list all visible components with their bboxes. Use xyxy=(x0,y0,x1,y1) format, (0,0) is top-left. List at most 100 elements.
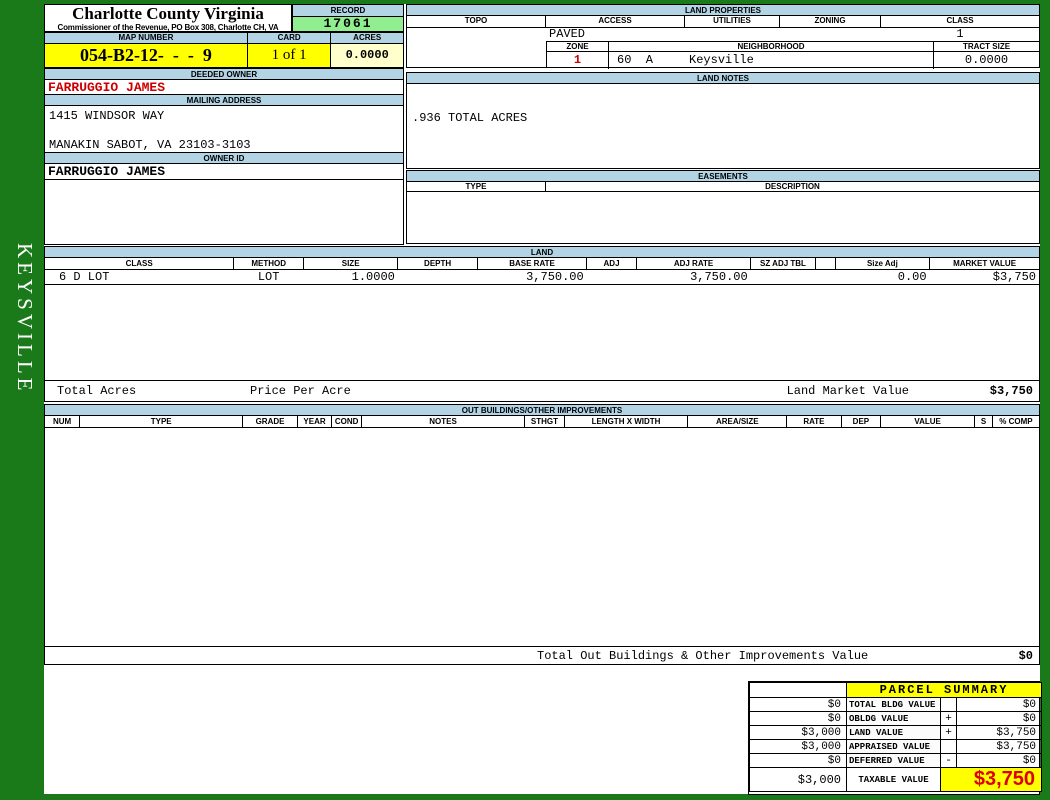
row-value: $3,750 xyxy=(955,725,1043,740)
col-s: S xyxy=(974,416,993,428)
taxable-value-label: TAXABLE VALUE xyxy=(846,767,941,792)
land-sz-adj-tbl xyxy=(750,269,816,285)
map-number-label: MAP NUMBER xyxy=(45,33,248,43)
out-buildings-header: NUM TYPE GRADE YEAR COND NOTES STHGT LEN… xyxy=(45,416,1039,428)
row-operator: + xyxy=(940,711,957,726)
tract-size-value: 0.0000 xyxy=(964,53,1009,67)
zone-values: 1 60 A Keysville 0.0000 xyxy=(547,52,1039,69)
land-class: 6 D LOT xyxy=(45,269,234,285)
prior-value: $0 xyxy=(749,753,847,768)
land-market-value-total: $3,750 xyxy=(989,384,1033,398)
col-cond: COND xyxy=(331,416,362,428)
land-adj-rate: 3,750.00 xyxy=(636,269,751,285)
record-value: 17061 xyxy=(293,17,403,31)
acres-value: 0.0000 xyxy=(331,44,403,67)
summary-row-taxable: $3,000 TAXABLE VALUE $3,750 xyxy=(749,767,1043,792)
col-adj-rate: ADJ RATE xyxy=(635,258,752,270)
taxable-value-amount: $3,750 xyxy=(939,767,1043,792)
prior-value: $3,000 xyxy=(749,767,847,792)
land-section-title: LAND xyxy=(45,247,1039,258)
row-label: LAND VALUE xyxy=(846,725,941,740)
land-properties-values: PAVED 1 xyxy=(407,28,1039,41)
land-section: LAND CLASS METHOD SIZE DEPTH BASE RATE A… xyxy=(44,246,1040,402)
col-length-width: LENGTH X WIDTH xyxy=(563,416,689,428)
row-label: APPRAISED VALUE xyxy=(846,739,941,754)
col-class: CLASS xyxy=(45,258,235,270)
land-notes-panel: LAND NOTES .936 TOTAL ACRES xyxy=(406,72,1040,169)
land-table: CLASS METHOD SIZE DEPTH BASE RATE ADJ AD… xyxy=(45,258,1039,285)
card-label: CARD xyxy=(248,33,332,43)
zone-columns: ZONE NEIGHBORHOOD TRACT SIZE xyxy=(547,42,1039,52)
map-number-header-row: MAP NUMBER CARD ACRES xyxy=(44,32,404,44)
row-operator xyxy=(940,697,957,712)
map-number-value: 054-B2-12- - - 9 xyxy=(45,44,248,67)
neighborhood-label: NEIGHBORHOOD xyxy=(609,42,934,52)
row-value: $3,750 xyxy=(955,739,1043,754)
summary-blank-cell xyxy=(749,682,847,698)
land-properties-panel: LAND PROPERTIES TOPO ACCESS UTILITIES ZO… xyxy=(406,4,1040,69)
col-dep: DEP xyxy=(840,416,882,428)
address-line-1: 1415 WINDSOR WAY xyxy=(49,109,165,123)
summary-row-obldg: $0 OBLDG VALUE + $0 xyxy=(749,711,1043,726)
price-per-acre-label: Price Per Acre xyxy=(250,384,351,398)
col-easement-type: TYPE xyxy=(407,182,546,192)
row-label: TOTAL BLDG VALUE xyxy=(846,697,941,712)
tract-size-label: TRACT SIZE xyxy=(962,42,1011,51)
out-buildings-table: NUM TYPE GRADE YEAR COND NOTES STHGT LEN… xyxy=(45,416,1039,428)
row-label: OBLDG VALUE xyxy=(846,711,941,726)
card-value: 1 of 1 xyxy=(247,44,332,67)
acres-label: ACRES xyxy=(353,33,382,42)
summary-row-land: $3,000 LAND VALUE + $3,750 xyxy=(749,725,1043,740)
row-operator: + xyxy=(940,725,957,740)
parcel-summary-title: PARCEL SUMMARY xyxy=(845,682,1043,698)
land-table-row: 6 D LOT LOT 1.0000 3,750.00 3,750.00 0.0… xyxy=(45,269,1039,285)
row-operator xyxy=(940,739,957,754)
zone-label: ZONE xyxy=(547,42,609,52)
owner-id-label: OWNER ID xyxy=(45,153,403,164)
row-value: $0 xyxy=(955,697,1043,712)
col-size-adj: Size Adj xyxy=(834,258,931,270)
easements-columns: TYPE DESCRIPTION xyxy=(407,182,1039,192)
col-size: SIZE xyxy=(302,258,399,270)
mailing-address-block: 1415 WINDSOR WAY MANAKIN SABOT, VA 23103… xyxy=(45,106,403,153)
land-base-rate: 3,750.00 xyxy=(477,269,587,285)
col-depth: DEPTH xyxy=(397,258,478,270)
summary-row-deferred: $0 DEFERRED VALUE - $0 xyxy=(749,753,1043,768)
land-properties-title: LAND PROPERTIES xyxy=(407,5,1039,16)
prior-value: $3,000 xyxy=(749,739,847,754)
col-year: YEAR xyxy=(296,416,333,428)
land-table-header: CLASS METHOD SIZE DEPTH BASE RATE ADJ AD… xyxy=(45,258,1039,270)
owner-panel: DEEDED OWNER FARRUGGIO JAMES MAILING ADD… xyxy=(44,68,404,245)
parcel-summary-panel: PARCEL SUMMARY $0 TOTAL BLDG VALUE $0 $0… xyxy=(748,681,1043,795)
land-notes-title: LAND NOTES xyxy=(407,73,1039,84)
land-blank xyxy=(815,269,836,285)
land-size: 1.0000 xyxy=(303,269,398,285)
col-base-rate: BASE RATE xyxy=(476,258,588,270)
row-value: $0 xyxy=(955,753,1043,768)
col-market-value: MARKET VALUE xyxy=(929,258,1039,270)
prior-value: $0 xyxy=(749,697,847,712)
col-class: CLASS xyxy=(946,16,974,25)
col-value: VALUE xyxy=(880,416,976,428)
prior-value: $3,000 xyxy=(749,725,847,740)
out-buildings-section: OUT BUILDINGS/OTHER IMPROVEMENTS NUM TYP… xyxy=(44,404,1040,665)
land-depth xyxy=(397,269,478,285)
map-number-value-row: 054-B2-12- - - 9 1 of 1 0.0000 xyxy=(44,44,404,68)
col-sthgt: STHGT xyxy=(524,416,565,428)
zone-value: 1 xyxy=(547,52,609,69)
zone-neighborhood-box: ZONE NEIGHBORHOOD TRACT SIZE 1 60 A Keys… xyxy=(546,41,1039,69)
out-buildings-total-label: Total Out Buildings & Other Improvements… xyxy=(537,649,869,663)
out-buildings-total-row: Total Out Buildings & Other Improvements… xyxy=(45,646,1039,664)
summary-row-appraised: $3,000 APPRAISED VALUE $3,750 xyxy=(749,739,1043,754)
easements-panel: EASEMENTS TYPE DESCRIPTION xyxy=(406,170,1040,244)
page-subtitle: Commissioner of the Revenue, PO Box 308,… xyxy=(57,23,279,32)
address-line-2: MANAKIN SABOT, VA 23103-3103 xyxy=(49,138,251,152)
county-header: Charlotte County Virginia Commissioner o… xyxy=(44,4,292,32)
land-size-adj: 0.00 xyxy=(835,269,930,285)
col-grade: GRADE xyxy=(242,416,298,428)
record-box: RECORD 17061 xyxy=(292,4,404,32)
sidebar-region-label: KEYSVILLE xyxy=(13,243,37,395)
col-type: TYPE xyxy=(79,416,244,428)
col-notes: NOTES xyxy=(360,416,526,428)
taxable-value-text: $3,750 xyxy=(973,768,1036,791)
